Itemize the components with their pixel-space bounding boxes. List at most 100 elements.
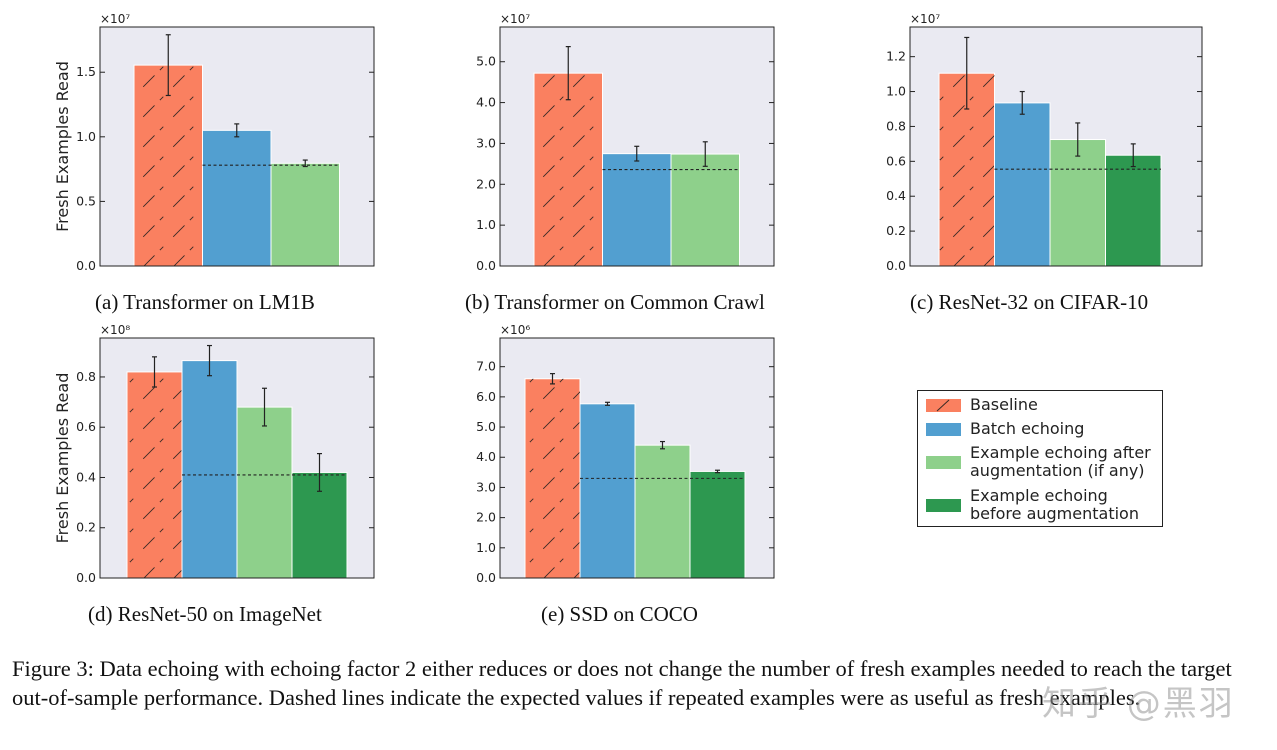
y-tick-label: 0.2 xyxy=(886,223,906,238)
bar-example-echoing-after xyxy=(1049,139,1106,267)
y-tick-label: 5.0 xyxy=(476,419,496,434)
chart-svg-d: 0.0 0.2 0.4 0.6 0.8 ×10⁸ Fresh Examples Read xyxy=(53,323,375,585)
bar-batch-echoing xyxy=(994,102,1051,267)
chart-svg-e: 0.0 1.0 2.0 3.0 4.0 5.0 6.0 7.0 ×10⁶ xyxy=(476,323,775,585)
y-tick-label: 4.0 xyxy=(476,95,496,110)
y-tick-label: 3.0 xyxy=(476,135,496,150)
y-axis-exponent: ×10⁷ xyxy=(500,12,530,26)
legend-item-baseline: Baseline xyxy=(926,396,1161,416)
chart-svg-c: 0.0 0.2 0.4 0.6 0.8 1.0 1.2 ×10⁷ xyxy=(886,12,1203,273)
y-tick-label: 0.5 xyxy=(76,193,96,208)
y-axis-label: Fresh Examples Read xyxy=(53,61,72,232)
y-tick-label: 4.0 xyxy=(476,449,496,464)
y-tick-label: 0.4 xyxy=(886,188,906,203)
legend-label-example-after: Example echoing after augmentation (if a… xyxy=(970,443,1151,480)
y-tick-label: 5.0 xyxy=(476,54,496,69)
error-bar-baseline xyxy=(550,373,555,385)
y-axis-label: Fresh Examples Read xyxy=(53,373,72,544)
y-tick-label: 2.0 xyxy=(476,510,496,525)
error-bar-baseline xyxy=(152,356,157,388)
legend-item-example-after: Example echoing after augmentation (if a… xyxy=(926,444,1161,482)
figure-caption: Figure 3: Data echoing with echoing fact… xyxy=(12,656,1232,710)
legend-item-batch-echoing: Batch echoing xyxy=(926,420,1161,440)
caption-a: (a) Transformer on LM1B xyxy=(95,290,315,314)
y-axis-exponent: ×10⁷ xyxy=(910,12,940,26)
legend-label-baseline: Baseline xyxy=(970,395,1038,414)
bar-batch-echoing xyxy=(181,360,238,579)
error-bar-example-echoing-after xyxy=(262,387,267,427)
y-tick-label: 1.5 xyxy=(76,64,96,79)
y-tick-label: 0.2 xyxy=(76,520,96,535)
y-tick-label: 1.0 xyxy=(76,129,96,144)
error-bar-example-echoing-after xyxy=(702,141,708,167)
error-bar-example-echoing-before xyxy=(1130,143,1136,168)
caption-d: (d) ResNet-50 on ImageNet xyxy=(88,602,322,626)
bar-example-echoing-after xyxy=(634,444,691,579)
y-tick-label: 0.0 xyxy=(886,258,906,273)
y-tick-label: 0.0 xyxy=(476,258,496,273)
bar-example-echoing-after xyxy=(670,153,740,267)
error-bar-example-echoing-before xyxy=(715,469,720,474)
error-bar-example-echoing-after xyxy=(302,159,308,168)
bar-batch-echoing xyxy=(202,129,272,267)
plot-frame xyxy=(499,337,775,579)
chart-panel-b: 0.0 1.0 2.0 3.0 4.0 5.0 ×10⁷ xyxy=(440,10,780,273)
caption-e: (e) SSD on COCO xyxy=(541,602,698,626)
legend-label-example-before: Example echoing before augmentation xyxy=(970,486,1139,523)
chart-panel-c: 0.0 0.2 0.4 0.6 0.8 1.0 1.2 ×10⁷ xyxy=(850,10,1210,273)
chart-svg-b: 0.0 1.0 2.0 3.0 4.0 5.0 ×10⁷ xyxy=(476,12,775,273)
error-bar-baseline xyxy=(565,46,571,101)
y-tick-label: 0.6 xyxy=(886,153,906,168)
y-tick-label: 1.0 xyxy=(476,540,496,555)
y-tick-label: 1.0 xyxy=(886,84,906,99)
y-tick-label: 0.0 xyxy=(76,258,96,273)
bar-example-echoing-after xyxy=(270,162,340,267)
y-axis-exponent: ×10⁶ xyxy=(500,323,530,337)
y-tick-label: 0.6 xyxy=(76,419,96,434)
chart-panel-a: 0.0 0.5 1.0 1.5 ×10⁷ Fresh Examples Read xyxy=(40,10,380,273)
error-bar-batch-echoing xyxy=(207,344,212,377)
caption-b: (b) Transformer on Common Crawl xyxy=(465,290,765,314)
bar-batch-echoing xyxy=(602,153,672,267)
y-tick-label: 1.2 xyxy=(886,49,906,64)
chart-panel-d: 0.0 0.2 0.4 0.6 0.8 ×10⁸ Fresh Examples Read xyxy=(40,322,380,585)
bar-hatch-baseline xyxy=(525,378,580,578)
chart-legend: Baseline Batch echoing Example echoing a… xyxy=(917,390,1163,527)
error-bar-baseline xyxy=(165,34,171,97)
plot-frame xyxy=(99,26,375,267)
bar-hatch-baseline xyxy=(134,65,203,266)
bar-hatch-baseline xyxy=(127,371,182,578)
caption-c: (c) ResNet-32 on CIFAR-10 xyxy=(910,290,1149,314)
error-bar-batch-echoing xyxy=(1019,90,1025,115)
legend-item-example-before: Example echoing before augmentation xyxy=(926,487,1161,525)
y-tick-label: 0.8 xyxy=(76,369,96,384)
y-tick-label: 2.0 xyxy=(476,176,496,191)
y-tick-label: 1.0 xyxy=(476,217,496,232)
bar-example-echoing-before xyxy=(1105,154,1162,267)
y-tick-label: 0.0 xyxy=(476,570,496,585)
y-tick-label: 6.0 xyxy=(476,389,496,404)
y-tick-label: 0.0 xyxy=(76,570,96,585)
error-bar-baseline xyxy=(964,36,970,110)
y-axis-exponent: ×10⁷ xyxy=(100,12,130,26)
error-bar-example-echoing-after xyxy=(1075,122,1081,157)
watermark: 知乎 @黑羽 xyxy=(1042,684,1235,724)
y-axis-exponent: ×10⁸ xyxy=(100,323,130,337)
y-tick-label: 3.0 xyxy=(476,479,496,494)
chart-svg-a: 0.0 0.5 1.0 1.5 ×10⁷ Fresh Examples Read xyxy=(53,12,375,273)
bar-example-echoing-before xyxy=(689,470,746,579)
chart-panel-e: 0.0 1.0 2.0 3.0 4.0 5.0 6.0 7.0 ×10⁶ xyxy=(440,322,780,585)
plot-frame xyxy=(99,337,375,579)
error-bar-example-echoing-before xyxy=(317,453,322,492)
error-bar-batch-echoing xyxy=(605,401,610,406)
y-tick-label: 0.8 xyxy=(886,118,906,133)
legend-swatch-example-after xyxy=(926,456,961,469)
bar-batch-echoing xyxy=(579,403,636,579)
legend-swatch-example-before xyxy=(926,499,961,512)
plot-frame xyxy=(909,26,1203,267)
plot-frame xyxy=(499,26,775,267)
y-tick-label: 7.0 xyxy=(476,359,496,374)
y-tick-label: 0.4 xyxy=(76,469,96,484)
legend-label-batch-echoing: Batch echoing xyxy=(970,419,1085,438)
error-bar-batch-echoing xyxy=(234,123,240,138)
